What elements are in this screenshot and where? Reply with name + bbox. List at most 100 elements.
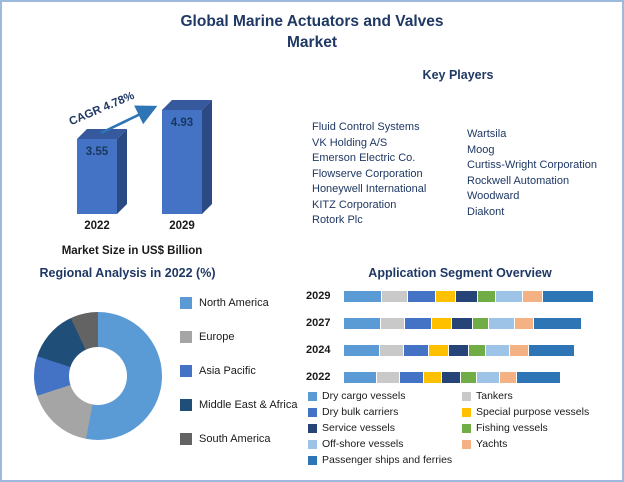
segment-service-vessels xyxy=(442,371,462,383)
segment-passenger-ships-and-ferries xyxy=(517,371,561,383)
segment-passenger-ships-and-ferries xyxy=(542,290,594,302)
segment-special-purpose-vessels xyxy=(432,317,453,329)
app-legend-item: Off-shore vessels xyxy=(308,438,458,450)
segment-special-purpose-vessels xyxy=(424,371,443,383)
key-player-name: Diakont xyxy=(467,205,505,218)
app-legend-item: Yachts xyxy=(462,438,614,450)
application-heading: Application Segment Overview xyxy=(368,266,552,280)
key-player-name: Moog xyxy=(467,143,495,156)
bar-value-label: 4.93 xyxy=(170,117,194,129)
app-legend-item: Fishing vessels xyxy=(462,422,614,434)
page-title-line1: Global Marine Actuators and Valves xyxy=(180,13,444,30)
regional-legend-item: North America xyxy=(180,296,298,310)
legend-swatch-dry-bulk-carriers xyxy=(308,408,317,417)
segment-off-shore-vessels xyxy=(495,290,523,302)
key-players-heading: Key Players xyxy=(422,68,494,82)
application-segment-section: Application Segment Overview 2029 2027 202… xyxy=(300,260,620,478)
key-player-name: Woodward xyxy=(467,190,520,202)
page-title: Global Marine Actuators and Valves Marke… xyxy=(2,12,622,54)
key-player-name: Rotork Plc xyxy=(312,214,363,226)
regional-donut-chart xyxy=(34,312,162,440)
legend-swatch-passenger-ships-and-ferries xyxy=(308,456,317,465)
segment-yachts xyxy=(522,290,543,302)
bar-year-label: 2022 xyxy=(84,220,110,232)
segment-dry-bulk-carriers xyxy=(405,317,432,329)
segment-passenger-ships-and-ferries xyxy=(534,317,583,329)
stacked-bar-2029 xyxy=(344,290,594,302)
app-legend-item: Passenger ships and ferries xyxy=(308,454,458,466)
app-bar-row-2024: 2024 xyxy=(300,344,620,356)
legend-swatch-middle-east-africa xyxy=(180,399,192,411)
segment-tankers xyxy=(377,371,401,383)
legend-swatch-special-purpose-vessels xyxy=(462,408,471,417)
key-player-name: Curtiss-Wright Corporation xyxy=(467,159,598,171)
market-bars-area: 3.55 2022 4.93 2029 xyxy=(52,69,262,232)
segment-tankers xyxy=(382,290,408,302)
app-bar-row-2022: 2022 xyxy=(300,371,620,383)
donut-hole xyxy=(69,347,127,405)
legend-label: Tankers xyxy=(476,390,513,402)
segment-dry-bulk-carriers xyxy=(407,290,436,302)
key-players-column-2: Wartsila Moog Curtiss-Wright Corporation Ro… xyxy=(467,120,599,229)
app-year-label: 2027 xyxy=(306,317,331,329)
bar-front-face xyxy=(162,110,202,214)
application-legend: Dry cargo vessels Tankers Dry bulk carrier… xyxy=(308,390,614,466)
bar-value-label: 3.55 xyxy=(85,146,109,158)
legend-swatch-south-america xyxy=(180,433,192,445)
key-players-columns: Fluid Control Systems VK Holding A/S Emers… xyxy=(312,120,599,229)
key-player-name: Fluid Control Systems xyxy=(312,121,420,133)
legend-swatch-service-vessels xyxy=(308,424,317,433)
key-players-section: Key Players Fluid Control Systems VK Hold… xyxy=(297,60,619,256)
regional-analysis-section: Regional Analysis in 2022 (%) North Amer… xyxy=(10,260,302,478)
app-legend-item: Tankers xyxy=(462,390,614,402)
legend-label: South America xyxy=(199,433,271,445)
stacked-bar-2027 xyxy=(344,317,583,329)
bar-side-face xyxy=(202,100,212,214)
bar-front-face xyxy=(77,139,117,214)
regional-legend-item: South America xyxy=(180,432,298,446)
regional-legend: North America Europe Asia Pacific Middle Ea… xyxy=(180,296,298,446)
segment-yachts xyxy=(514,317,535,329)
app-bar-row-2027: 2027 xyxy=(300,317,620,329)
legend-swatch-tankers xyxy=(462,392,471,401)
legend-label: Europe xyxy=(199,331,235,343)
app-bar-row-2029: 2029 xyxy=(300,290,620,302)
stacked-bar-2024 xyxy=(344,344,575,356)
segment-service-vessels xyxy=(448,344,469,356)
segment-fishing-vessels xyxy=(477,290,496,302)
key-player-name: Rockwell Automation xyxy=(467,174,570,187)
legend-swatch-asia-pacific xyxy=(180,365,192,377)
stacked-bar-2022 xyxy=(344,371,561,383)
application-bars-area: 2029 2027 2024 2022 xyxy=(300,290,620,398)
segment-service-vessels xyxy=(452,317,473,329)
segment-special-purpose-vessels xyxy=(429,344,449,356)
segment-yachts xyxy=(509,344,529,356)
legend-label: Off-shore vessels xyxy=(322,438,404,450)
legend-swatch-dry-cargo-vessels xyxy=(308,392,317,401)
regional-legend-item: Middle East & Africa xyxy=(180,398,298,412)
segment-dry-cargo-vessels xyxy=(344,317,381,329)
market-axis-label: Market Size in US$ Billion xyxy=(61,245,203,257)
segment-fishing-vessels xyxy=(472,317,490,329)
app-legend-item: Service vessels xyxy=(308,422,458,434)
segment-service-vessels xyxy=(456,290,478,302)
legend-swatch-north-america xyxy=(180,297,192,309)
legend-swatch-europe xyxy=(180,331,192,343)
segment-off-shore-vessels xyxy=(489,317,515,329)
legend-label: Passenger ships and ferries xyxy=(322,454,453,466)
segment-dry-cargo-vessels xyxy=(344,371,378,383)
app-legend-item: Special purpose vessels xyxy=(462,406,614,418)
app-legend-item: Dry cargo vessels xyxy=(308,390,458,402)
legend-label: Special purpose vessels xyxy=(476,406,590,418)
legend-label: Asia Pacific xyxy=(199,365,256,377)
app-year-label: 2022 xyxy=(306,371,331,383)
legend-label: Dry bulk carriers xyxy=(322,406,399,418)
legend-label: North America xyxy=(199,297,269,309)
app-year-label: 2024 xyxy=(306,344,331,356)
legend-label: Yachts xyxy=(476,438,508,450)
key-player-name: Flowserve Corporation xyxy=(312,167,423,180)
key-player-name: Honeywell International xyxy=(312,183,427,195)
page-title-line2: Market xyxy=(287,33,337,51)
segment-yachts xyxy=(499,371,518,383)
